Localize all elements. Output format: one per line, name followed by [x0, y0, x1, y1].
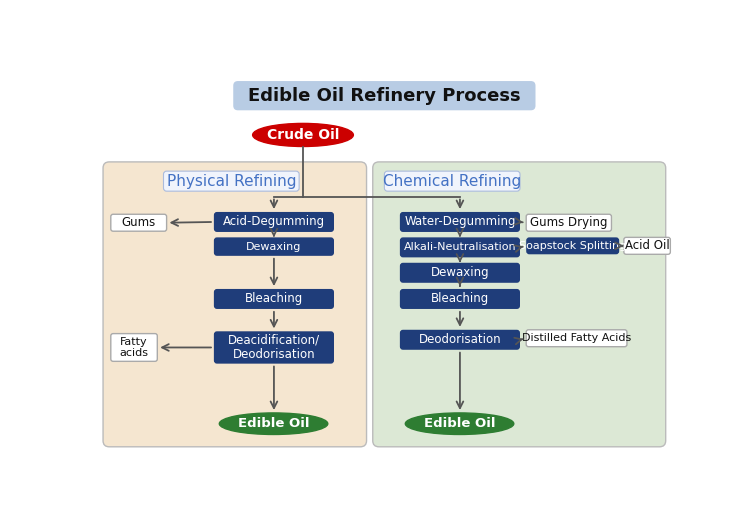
- FancyBboxPatch shape: [400, 330, 520, 350]
- Text: Dewaxing: Dewaxing: [430, 266, 489, 279]
- Text: Edible Oil Refinery Process: Edible Oil Refinery Process: [248, 87, 520, 105]
- FancyBboxPatch shape: [526, 214, 611, 231]
- Text: Alkali-Neutralisation: Alkali-Neutralisation: [404, 243, 516, 252]
- FancyBboxPatch shape: [233, 81, 536, 110]
- Ellipse shape: [219, 413, 328, 435]
- Text: Fatty
acids: Fatty acids: [119, 337, 148, 358]
- Text: Water-Degumming: Water-Degumming: [404, 215, 516, 229]
- Text: Soapstock Splitting: Soapstock Splitting: [519, 241, 626, 251]
- FancyBboxPatch shape: [400, 212, 520, 232]
- FancyBboxPatch shape: [111, 334, 158, 362]
- Text: Gums Drying: Gums Drying: [530, 216, 608, 229]
- Text: Physical Refining: Physical Refining: [166, 174, 296, 188]
- Text: Crude Oil: Crude Oil: [267, 128, 339, 142]
- FancyBboxPatch shape: [400, 289, 520, 309]
- FancyBboxPatch shape: [164, 171, 299, 191]
- FancyBboxPatch shape: [526, 237, 620, 254]
- Text: Deodorisation: Deodorisation: [419, 333, 501, 346]
- FancyBboxPatch shape: [373, 162, 666, 447]
- FancyBboxPatch shape: [214, 331, 334, 364]
- FancyBboxPatch shape: [624, 237, 670, 254]
- Text: Edible Oil: Edible Oil: [238, 417, 309, 430]
- Text: Deacidification/
Deodorisation: Deacidification/ Deodorisation: [228, 334, 320, 362]
- Text: Bleaching: Bleaching: [430, 293, 489, 305]
- FancyBboxPatch shape: [103, 162, 367, 447]
- Text: Acid Oil: Acid Oil: [625, 239, 670, 252]
- Text: Distilled Fatty Acids: Distilled Fatty Acids: [522, 333, 632, 343]
- FancyBboxPatch shape: [384, 171, 520, 191]
- Text: Acid-Degumming: Acid-Degumming: [223, 215, 325, 229]
- Text: Chemical Refining: Chemical Refining: [383, 174, 521, 188]
- FancyBboxPatch shape: [526, 330, 627, 347]
- Ellipse shape: [253, 124, 353, 146]
- FancyBboxPatch shape: [111, 214, 166, 231]
- FancyBboxPatch shape: [214, 237, 334, 256]
- Text: Gums: Gums: [122, 216, 156, 229]
- FancyBboxPatch shape: [400, 263, 520, 283]
- FancyBboxPatch shape: [214, 212, 334, 232]
- Text: Bleaching: Bleaching: [244, 293, 303, 305]
- Text: Dewaxing: Dewaxing: [246, 242, 302, 252]
- FancyBboxPatch shape: [214, 289, 334, 309]
- Ellipse shape: [405, 413, 514, 435]
- Text: Edible Oil: Edible Oil: [424, 417, 495, 430]
- FancyBboxPatch shape: [400, 237, 520, 258]
